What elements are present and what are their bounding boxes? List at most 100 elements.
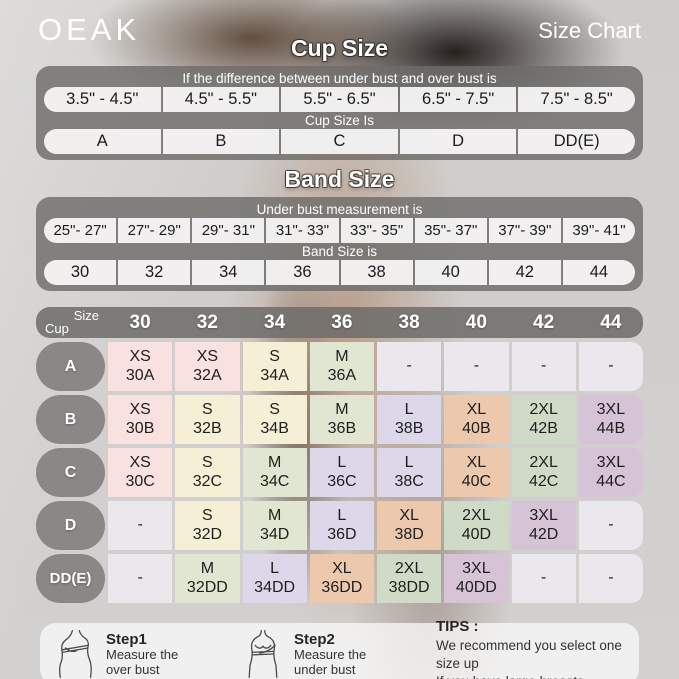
size-code: 40DD: [455, 578, 497, 596]
size-label: 3XL: [529, 506, 558, 524]
size-cell-a-32: XS 32A: [175, 342, 240, 392]
measure-range-cell: 39"- 41": [562, 218, 635, 244]
size-code: 32A: [193, 366, 222, 384]
row-label-b: B: [36, 395, 105, 445]
size-label: 3XL: [462, 559, 491, 577]
measure-range-cell: 27"- 29": [118, 218, 191, 244]
size-label: -: [406, 357, 412, 375]
size-label: XS: [129, 400, 151, 418]
size-code: 30A: [125, 366, 155, 384]
size-cell-d-42: 3XL 42D: [511, 501, 576, 551]
size-cell-dd-34: L 34DD: [242, 554, 307, 604]
brand-logo: OEAK: [38, 12, 141, 47]
size-cell-d-38: XL 38D: [377, 501, 442, 551]
step1-title: Step1: [106, 630, 147, 648]
diff-range-cell: 6.5" - 7.5": [399, 87, 517, 113]
row-label-a: A: [36, 342, 105, 392]
column-header: 30: [129, 311, 151, 333]
step2-line1: Measure the: [294, 646, 367, 662]
size-label: 2XL: [529, 453, 558, 471]
measure-range-cell: 31"- 33": [266, 218, 339, 244]
column-header: 34: [264, 311, 286, 333]
size-cell-b-30: XS 30B: [108, 395, 173, 445]
band-size-row: 30 32 34 36 38 40 42 44: [44, 260, 635, 286]
size-code: 34A: [260, 366, 289, 384]
measure-range-cell: 29"- 31": [192, 218, 265, 244]
measure-range-cell: 35"- 37": [414, 218, 487, 244]
column-header: 44: [600, 311, 622, 333]
size-label: L: [404, 453, 414, 471]
tips-title: TIPS :: [436, 618, 479, 636]
tips-block: TIPS : We recommend you select one size …: [436, 617, 623, 679]
size-label: S: [202, 400, 213, 418]
band-size-cell: 30: [44, 260, 117, 286]
size-code: 32C: [192, 472, 223, 490]
size-cell-c-42: 2XL 42C: [511, 448, 576, 498]
size-label: XL: [399, 506, 419, 524]
size-label: -: [473, 357, 480, 375]
size-cell-c-40: XL 40C: [444, 448, 509, 498]
size-cell-a-38: -: [377, 342, 442, 392]
size-code: 40C: [461, 472, 492, 490]
size-cell-dd-32: M 32DD: [175, 554, 240, 604]
size-cell-a-44: -: [578, 342, 643, 392]
size-label: M: [267, 506, 282, 524]
matrix-corner: Size Cup: [36, 307, 105, 338]
band-size-cell: 36: [266, 260, 339, 286]
size-label: -: [540, 569, 547, 587]
size-code: 32DD: [186, 578, 228, 596]
cup-size-cell: C: [281, 129, 398, 155]
size-cell-c-36: L 36C: [309, 448, 374, 498]
size-label: S: [269, 347, 280, 365]
matrix-row-b: B XS 30B S 32B S 34B M 36B L 38B XL 40B 2XL 42B…: [36, 395, 643, 445]
size-label: L: [404, 400, 414, 418]
size-label: M: [335, 347, 349, 365]
size-cell-dd-38: 2XL 38DD: [377, 554, 442, 604]
diff-range-cell: 4.5" - 5.5": [162, 87, 280, 113]
size-code: 38D: [394, 525, 424, 543]
size-label: XS: [129, 347, 151, 365]
size-code: 36C: [327, 472, 357, 490]
size-code: 38B: [394, 419, 424, 437]
size-code: 44C: [596, 472, 626, 490]
matrix-row-dd: DD(E) - M 32DD L 34DD XL 36DD 2XL 38DD 3XL 40…: [36, 554, 643, 604]
size-label: M: [335, 400, 349, 418]
band-size-cell: 42: [488, 260, 561, 286]
band-size-cell: 38: [340, 260, 413, 286]
size-code: 30C: [125, 472, 155, 490]
size-label: -: [137, 569, 143, 587]
matrix-row-c: C XS 30C S 32C M 34C L 36C L 38C XL 40C 2XL 42C…: [36, 448, 643, 498]
size-cell-d-32: S 32D: [175, 501, 240, 551]
size-cell-c-38: L 38C: [377, 448, 442, 498]
step1-line1: Measure the: [106, 646, 179, 662]
size-cell-b-44: 3XL 44B: [578, 395, 643, 445]
size-code: 34C: [259, 472, 290, 490]
step2-block: Step2 Measure the under bust: [244, 628, 412, 679]
size-label: M: [200, 559, 215, 577]
band-result-label: Band Size is: [301, 244, 378, 260]
size-code: 42D: [528, 525, 559, 543]
measure-guide-panel: Step1 Measure the over bust Step2 Measur…: [40, 618, 639, 679]
step1-block: Step1 Measure the over bust: [56, 628, 234, 679]
size-label: L: [337, 506, 347, 524]
size-cell-c-34: M 34C: [242, 448, 307, 498]
size-code: 36A: [327, 366, 357, 384]
size-label: XS: [129, 453, 151, 471]
size-label: M: [267, 453, 282, 471]
size-code: 38C: [394, 472, 424, 490]
row-label-c: C: [36, 448, 105, 498]
band-size-table: Under bust measurement is 25"- 27" 27"- …: [36, 197, 643, 292]
size-label: XL: [466, 453, 487, 471]
step1-line2: over bust: [106, 661, 160, 677]
size-label: XS: [196, 347, 219, 365]
size-label: XL: [466, 400, 487, 418]
size-label: -: [608, 516, 614, 534]
page-title: Size Chart: [538, 18, 641, 43]
column-header: 42: [533, 311, 555, 333]
cup-size-cell: D: [399, 129, 517, 155]
row-label-d: D: [36, 501, 105, 551]
size-code: 36B: [327, 419, 357, 437]
band-condition-label: Under bust measurement is: [256, 202, 423, 218]
size-cell-b-34: S 34B: [242, 395, 307, 445]
tips-line2: If you have large breasts.: [436, 673, 623, 679]
